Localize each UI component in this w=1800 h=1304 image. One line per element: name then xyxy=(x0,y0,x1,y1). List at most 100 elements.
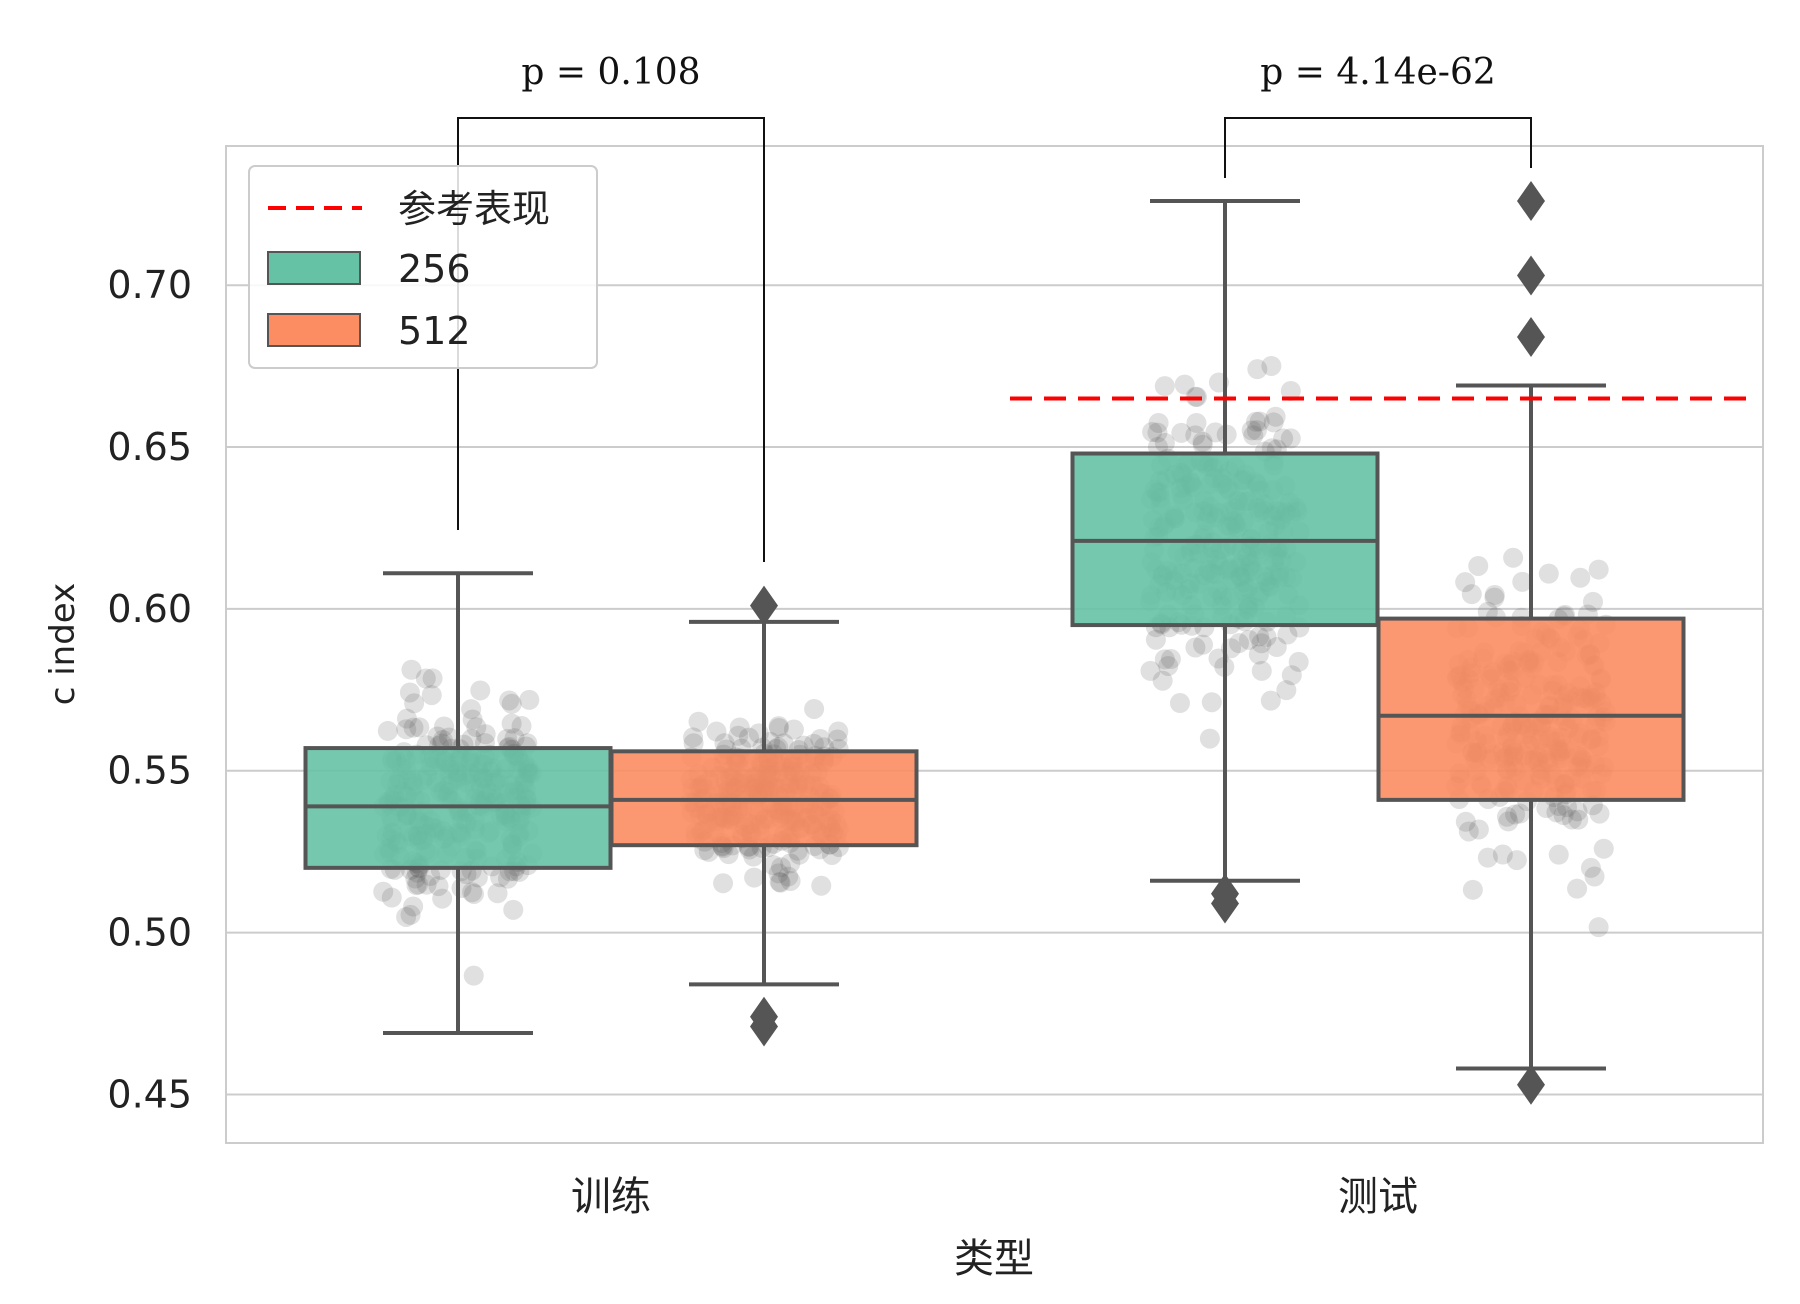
jitter-point xyxy=(1192,431,1213,452)
jitter-point xyxy=(1506,850,1527,871)
jitter-point xyxy=(1492,844,1513,865)
jitter-point xyxy=(461,728,482,749)
jitter-point xyxy=(1201,692,1222,713)
jitter-point xyxy=(811,875,832,896)
jitter-point xyxy=(1455,811,1476,832)
jitter-point xyxy=(1280,428,1301,449)
jitter-point xyxy=(1546,802,1567,823)
jitter-point xyxy=(763,855,784,876)
jitter-point xyxy=(1498,811,1519,832)
legend-label-reference: 参考表现 xyxy=(398,187,550,231)
boxes xyxy=(303,181,1686,1105)
jitter-point xyxy=(1193,634,1214,655)
jitter-point xyxy=(1458,821,1479,842)
jitter-point xyxy=(683,733,704,754)
jitter-point xyxy=(1455,572,1476,593)
jitter-point xyxy=(1152,670,1173,691)
jitter-point xyxy=(688,711,709,732)
jitter-point xyxy=(821,844,842,865)
jitter-point xyxy=(381,887,402,908)
jitter-point xyxy=(1567,801,1588,822)
jitter-point xyxy=(503,899,524,920)
outlier-marker xyxy=(1517,316,1545,357)
jitter-point xyxy=(470,680,491,701)
y-tick-label: 0.70 xyxy=(107,263,192,307)
jitter-point xyxy=(827,729,848,750)
jitter-point xyxy=(1147,422,1168,443)
jitter-point xyxy=(519,689,540,710)
p-value-label: p = 4.14e-62 xyxy=(1260,52,1496,93)
jitter-point xyxy=(1281,665,1302,686)
jitter-point xyxy=(1538,563,1559,584)
legend-label-512: 512 xyxy=(398,309,471,353)
jitter-point xyxy=(1568,809,1589,830)
jitter-point xyxy=(396,708,417,729)
jitter-point xyxy=(1567,878,1588,899)
outlier-marker xyxy=(750,996,778,1037)
jitter-point xyxy=(1276,680,1297,701)
outlier-marker xyxy=(1517,255,1545,296)
jitter-point xyxy=(416,874,437,895)
legend-swatch-256 xyxy=(267,251,361,285)
jitter-point xyxy=(771,857,792,878)
jitter-point xyxy=(743,846,764,867)
jitter-point xyxy=(1171,422,1192,443)
jitter-point xyxy=(408,874,429,895)
jitter-point xyxy=(466,717,487,738)
jitter-point xyxy=(403,717,424,738)
jitter-point xyxy=(1280,380,1301,401)
jitter-point xyxy=(406,875,427,896)
jitter-point xyxy=(744,867,765,888)
jitter-point xyxy=(773,733,794,754)
jitter-point xyxy=(1174,374,1195,395)
jitter-point xyxy=(770,872,791,893)
jitter-point xyxy=(400,904,421,925)
x-tick-label: 测试 xyxy=(1338,1174,1418,1220)
jitter-point xyxy=(1584,866,1605,887)
y-tick-labels: 0.45 0.50 0.55 0.60 0.65 0.70 xyxy=(107,263,192,1116)
jitter-point xyxy=(780,853,801,874)
jitter-point xyxy=(1251,633,1272,654)
jitter-point xyxy=(415,668,436,689)
jitter-point xyxy=(487,883,508,904)
jitter-point xyxy=(828,721,849,742)
jitter-point xyxy=(1185,425,1206,446)
jitter-point xyxy=(405,868,426,889)
y-axis-label: c index xyxy=(43,583,83,706)
jitter-point xyxy=(718,844,739,865)
jitter-point xyxy=(1261,355,1282,376)
jitter-point xyxy=(404,693,425,714)
jitter-point xyxy=(396,906,417,927)
jitter-point xyxy=(401,659,422,680)
jitter-point xyxy=(463,965,484,986)
jitter-point xyxy=(1536,798,1557,819)
jitter-point xyxy=(713,873,734,894)
jitter-point xyxy=(1553,805,1574,826)
y-tick-label: 0.55 xyxy=(107,749,192,793)
jitter-point xyxy=(1260,690,1281,711)
jitter-point xyxy=(1477,847,1498,868)
jitter-point xyxy=(501,713,522,734)
jitter-point xyxy=(728,725,749,746)
jitter-point xyxy=(738,727,759,748)
jitter-point xyxy=(463,883,484,904)
jitter-point xyxy=(1509,803,1530,824)
jitter-point xyxy=(1277,624,1298,645)
jitter-point xyxy=(714,733,735,754)
jitter-point xyxy=(789,844,810,865)
jitter-point xyxy=(1583,591,1604,612)
jitter-point xyxy=(422,668,443,689)
jitter-point xyxy=(1246,411,1267,432)
jitter-point xyxy=(1265,406,1286,427)
jitter-point xyxy=(1247,359,1268,380)
jitter-point xyxy=(1243,425,1264,446)
jitter-point xyxy=(783,719,804,740)
outlier-marker xyxy=(750,585,778,626)
jitter-point xyxy=(1484,584,1505,605)
jitter-point xyxy=(778,866,799,887)
jitter-point xyxy=(1169,693,1190,714)
jitter-point xyxy=(1160,649,1181,670)
jitter-point xyxy=(462,709,483,730)
jitter-point xyxy=(1145,629,1166,650)
box-512-训练 xyxy=(609,585,919,1047)
